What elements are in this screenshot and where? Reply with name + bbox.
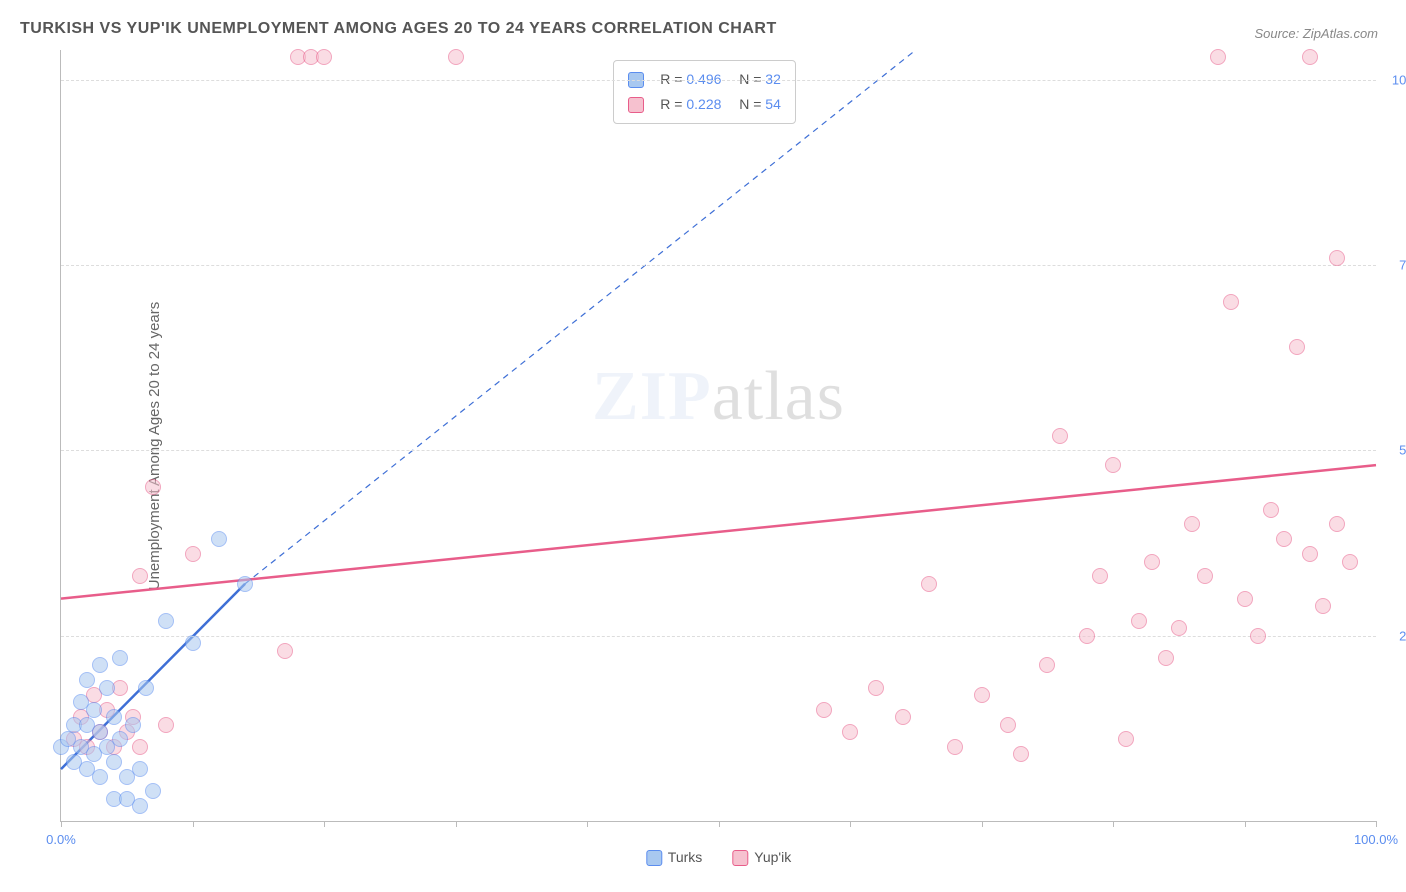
scatter-point	[1329, 250, 1345, 266]
scatter-point	[974, 687, 990, 703]
scatter-point	[1118, 731, 1134, 747]
x-tick	[850, 821, 851, 827]
x-tick	[61, 821, 62, 827]
x-tick	[456, 821, 457, 827]
scatter-point	[1276, 531, 1292, 547]
y-tick-label: 25.0%	[1381, 628, 1406, 643]
scatter-point	[1131, 613, 1147, 629]
source-attribution: Source: ZipAtlas.com	[1254, 26, 1378, 41]
x-tick-label: 0.0%	[46, 832, 76, 847]
scatter-point	[106, 709, 122, 725]
scatter-point	[895, 709, 911, 725]
scatter-point	[1223, 294, 1239, 310]
scatter-point	[1197, 568, 1213, 584]
stats-row-yupik: R = 0.228 N = 54	[628, 92, 781, 117]
x-tick	[1113, 821, 1114, 827]
x-tick	[587, 821, 588, 827]
scatter-point	[185, 635, 201, 651]
scatter-point	[448, 49, 464, 65]
gridline	[61, 80, 1376, 81]
n-value-yupik: 54	[765, 96, 781, 112]
scatter-point	[921, 576, 937, 592]
y-tick-label: 75.0%	[1381, 257, 1406, 272]
scatter-point	[1144, 554, 1160, 570]
scatter-point	[99, 680, 115, 696]
plot-area: ZIPatlas R = 0.496 N = 32 R = 0.228 N = …	[60, 50, 1376, 822]
scatter-point	[125, 717, 141, 733]
scatter-point	[132, 761, 148, 777]
x-tick	[324, 821, 325, 827]
scatter-point	[1013, 746, 1029, 762]
scatter-point	[92, 724, 108, 740]
scatter-point	[1329, 516, 1345, 532]
legend-swatch-yupik	[732, 850, 748, 866]
scatter-point	[1302, 546, 1318, 562]
x-tick	[982, 821, 983, 827]
legend-label-turks: Turks	[668, 849, 702, 865]
scatter-point	[842, 724, 858, 740]
x-tick-label: 100.0%	[1354, 832, 1398, 847]
scatter-point	[145, 479, 161, 495]
scatter-point	[1052, 428, 1068, 444]
scatter-point	[1039, 657, 1055, 673]
scatter-point	[1263, 502, 1279, 518]
scatter-point	[947, 739, 963, 755]
scatter-point	[1158, 650, 1174, 666]
scatter-point	[132, 798, 148, 814]
x-tick	[719, 821, 720, 827]
scatter-point	[1315, 598, 1331, 614]
gridline	[61, 265, 1376, 266]
scatter-point	[79, 672, 95, 688]
scatter-point	[112, 650, 128, 666]
bottom-legend: Turks Yup'ik	[646, 849, 791, 866]
scatter-point	[277, 643, 293, 659]
chart-title: TURKISH VS YUP'IK UNEMPLOYMENT AMONG AGE…	[20, 20, 777, 38]
scatter-point	[211, 531, 227, 547]
scatter-point	[1092, 568, 1108, 584]
scatter-point	[92, 769, 108, 785]
x-tick	[193, 821, 194, 827]
scatter-point	[1171, 620, 1187, 636]
legend-swatch-turks	[646, 850, 662, 866]
r-value-yupik: 0.228	[686, 96, 721, 112]
scatter-point	[138, 680, 154, 696]
scatter-point	[816, 702, 832, 718]
scatter-point	[1105, 457, 1121, 473]
scatter-point	[237, 576, 253, 592]
scatter-point	[1000, 717, 1016, 733]
stats-legend-box: R = 0.496 N = 32 R = 0.228 N = 54	[613, 60, 796, 124]
scatter-point	[1302, 49, 1318, 65]
scatter-point	[1079, 628, 1095, 644]
scatter-point	[92, 657, 108, 673]
chart-container: TURKISH VS YUP'IK UNEMPLOYMENT AMONG AGE…	[0, 0, 1406, 892]
scatter-point	[132, 568, 148, 584]
scatter-point	[316, 49, 332, 65]
scatter-point	[868, 680, 884, 696]
y-tick-label: 100.0%	[1381, 72, 1406, 87]
swatch-yupik	[628, 97, 644, 113]
scatter-point	[132, 739, 148, 755]
scatter-point	[86, 702, 102, 718]
scatter-point	[1289, 339, 1305, 355]
x-tick	[1245, 821, 1246, 827]
legend-label-yupik: Yup'ik	[754, 849, 791, 865]
scatter-point	[1210, 49, 1226, 65]
scatter-point	[1342, 554, 1358, 570]
scatter-point	[145, 783, 161, 799]
y-tick-label: 50.0%	[1381, 443, 1406, 458]
scatter-point	[106, 754, 122, 770]
scatter-point	[1250, 628, 1266, 644]
scatter-point	[185, 546, 201, 562]
scatter-point	[1237, 591, 1253, 607]
x-tick	[1376, 821, 1377, 827]
trend-lines	[61, 50, 1376, 821]
scatter-point	[112, 731, 128, 747]
scatter-point	[158, 613, 174, 629]
scatter-point	[1184, 516, 1200, 532]
gridline	[61, 450, 1376, 451]
scatter-point	[158, 717, 174, 733]
legend-item-turks: Turks	[646, 849, 702, 866]
legend-item-yupik: Yup'ik	[732, 849, 791, 866]
